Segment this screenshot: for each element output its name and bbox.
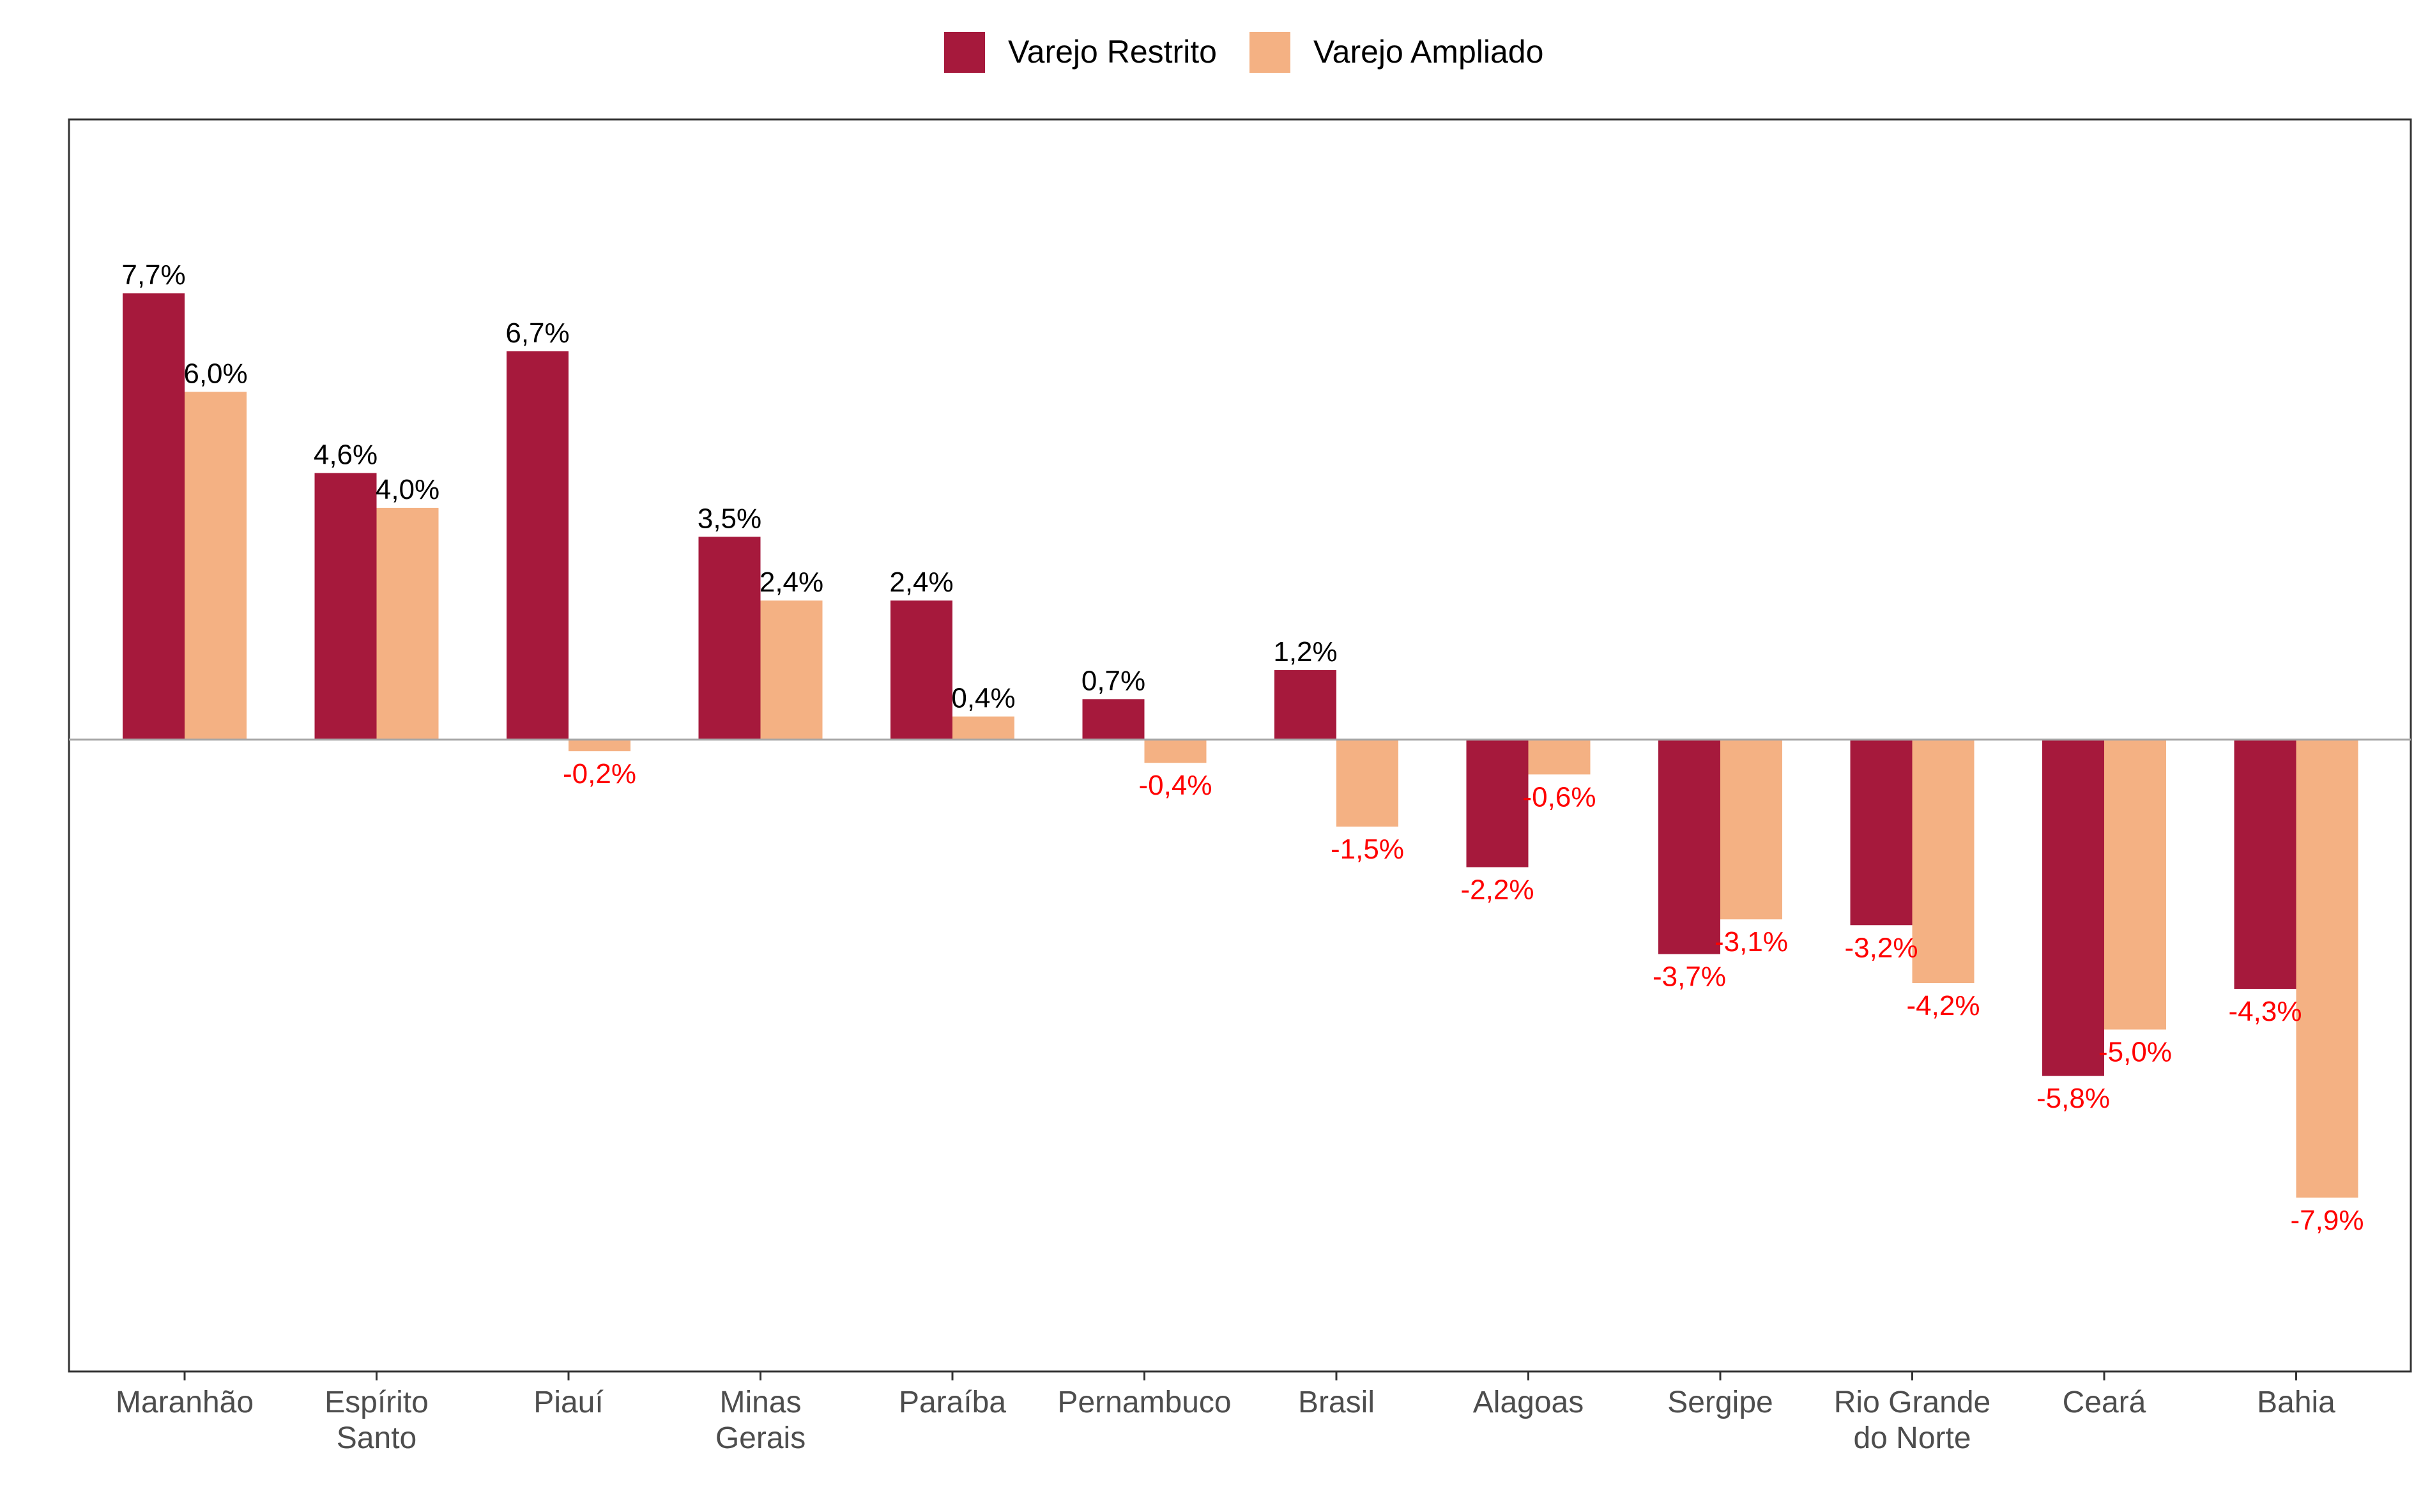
bar-restrito-3	[698, 537, 761, 740]
value-label-restrito-1: 4,6%	[314, 439, 378, 471]
bar-ampliado-9	[1912, 739, 1975, 984]
plot-frame	[68, 118, 2412, 1373]
x-tick-label-0: Maranhão	[116, 1386, 254, 1419]
value-label-restrito-6: 1,2%	[1273, 636, 1337, 668]
bar-ampliado-3	[760, 600, 823, 740]
value-label-restrito-0: 7,7%	[121, 259, 185, 291]
bar-restrito-5	[1082, 699, 1145, 740]
bars	[123, 293, 2358, 1198]
legend-swatch-restrito	[944, 32, 985, 73]
value-label-ampliado-3: 2,4%	[760, 567, 823, 598]
bar-ampliado-5	[1144, 739, 1207, 763]
bar-ampliado-1	[376, 507, 439, 740]
value-label-ampliado-4: 0,4%	[951, 683, 1015, 714]
bar-restrito-0	[123, 293, 185, 740]
x-tick-label-2: Piauí	[533, 1386, 604, 1419]
value-label-restrito-11: -4,3%	[2229, 996, 2302, 1027]
value-label-ampliado-0: 6,0%	[183, 358, 247, 389]
value-label-ampliado-5: -0,4%	[1139, 770, 1212, 801]
bar-ampliado-7	[1528, 739, 1591, 775]
bar-restrito-6	[1274, 670, 1336, 740]
legend-swatch-ampliado	[1249, 32, 1290, 73]
value-label-restrito-5: 0,7%	[1081, 665, 1145, 696]
bar-restrito-2	[507, 351, 569, 740]
value-label-ampliado-8: -3,1%	[1715, 926, 1788, 958]
bar-restrito-8	[1658, 739, 1720, 954]
x-tick-label-11: Bahia	[2257, 1386, 2335, 1419]
x-tick-label-4: Paraíba	[899, 1386, 1006, 1419]
bar-restrito-11	[2234, 739, 2296, 989]
value-label-ampliado-7: -0,6%	[1523, 781, 1596, 813]
value-label-restrito-10: -5,8%	[2036, 1083, 2110, 1114]
x-tick-label-6: Brasil	[1298, 1386, 1375, 1419]
bar-ampliado-8	[1720, 739, 1782, 920]
value-label-restrito-7: -2,2%	[1461, 874, 1534, 906]
bar-restrito-10	[2042, 739, 2104, 1076]
value-label-ampliado-10: -5,0%	[2098, 1037, 2172, 1068]
legend-label-restrito: Varejo Restrito	[1008, 34, 1217, 70]
bar-ampliado-10	[2104, 739, 2166, 1030]
bar-ampliado-11	[2296, 739, 2358, 1198]
value-label-ampliado-11: -7,9%	[2291, 1205, 2364, 1236]
bar-ampliado-4	[952, 716, 1014, 740]
x-tick-label-9: Rio Grande do Norte	[1834, 1386, 1990, 1455]
x-tick-label-7: Alagoas	[1473, 1386, 1584, 1419]
bar-restrito-9	[1850, 739, 1913, 926]
bar-restrito-1	[314, 473, 377, 740]
value-label-restrito-9: -3,2%	[1845, 932, 1918, 963]
value-label-ampliado-1: 4,0%	[376, 474, 439, 505]
x-tick-label-8: Sergipe	[1667, 1386, 1773, 1419]
x-tick-label-1: Espírito Santo	[325, 1386, 429, 1455]
bar-restrito-7	[1466, 739, 1529, 867]
value-label-restrito-3: 3,5%	[698, 503, 761, 534]
bar-restrito-4	[890, 600, 952, 740]
value-label-restrito-2: 6,7%	[505, 317, 569, 349]
x-tick-label-3: Minas Gerais	[715, 1386, 806, 1455]
value-labels: 7,7% 6,0% 4,6%4,0% 6,7% -0,2% 3,5% 2,4% 2,4% 0,4…	[121, 259, 2364, 1236]
x-axis: Maranhão Espírito Santo Piauí Minas Gerais Par…	[116, 1371, 2335, 1455]
x-tick-label-5: Pernambuco	[1057, 1386, 1231, 1419]
x-tick-label-10: Ceará	[2063, 1386, 2146, 1419]
value-label-restrito-4: 2,4%	[889, 567, 953, 598]
bar-ampliado-2	[569, 739, 630, 752]
bar-ampliado-6	[1336, 739, 1398, 827]
value-label-ampliado-9: -4,2%	[1907, 990, 1980, 1021]
bar-ampliado-0	[185, 392, 247, 740]
value-label-ampliado-6: -1,5%	[1331, 834, 1404, 865]
legend: Varejo Restrito Varejo Ampliado	[944, 32, 1543, 73]
value-label-restrito-8: -3,7%	[1653, 961, 1726, 993]
legend-label-ampliado: Varejo Ampliado	[1313, 34, 1543, 70]
value-label-ampliado-2: -0,2%	[563, 758, 636, 790]
